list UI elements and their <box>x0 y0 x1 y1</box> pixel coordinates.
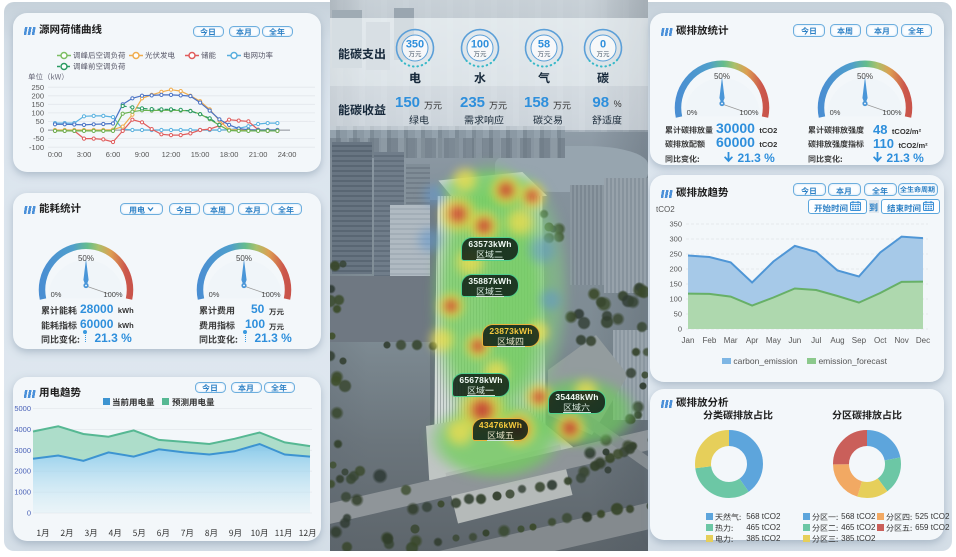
svg-text:0%: 0% <box>51 290 62 299</box>
svg-text:58: 58 <box>538 39 550 51</box>
svg-text:0: 0 <box>40 126 44 135</box>
svg-text:150: 150 <box>31 100 44 109</box>
svg-text:15:00: 15:00 <box>191 150 210 159</box>
svg-text:100%: 100% <box>739 108 759 117</box>
svg-text:200: 200 <box>31 91 44 100</box>
svg-text:200: 200 <box>669 265 682 274</box>
svg-text:Jun: Jun <box>788 336 801 345</box>
svg-text:Dec: Dec <box>916 336 930 345</box>
svg-text:Nov: Nov <box>894 336 908 345</box>
svg-text:50: 50 <box>674 310 682 319</box>
svg-text:0:00: 0:00 <box>48 150 63 159</box>
svg-text:50%: 50% <box>714 72 730 81</box>
svg-text:300: 300 <box>669 235 682 244</box>
svg-text:24:00: 24:00 <box>278 150 297 159</box>
svg-text:50%: 50% <box>78 254 94 263</box>
svg-text:100%: 100% <box>882 108 902 117</box>
svg-text:5000: 5000 <box>14 404 31 413</box>
svg-text:Mar: Mar <box>724 336 738 345</box>
svg-text:Aug: Aug <box>830 336 844 345</box>
svg-text:250: 250 <box>669 250 682 259</box>
svg-text:18:00: 18:00 <box>220 150 239 159</box>
svg-text:Oct: Oct <box>874 336 887 345</box>
svg-text:3:00: 3:00 <box>77 150 92 159</box>
svg-text:100: 100 <box>669 295 682 304</box>
svg-text:21:00: 21:00 <box>249 150 268 159</box>
svg-text:0: 0 <box>600 39 606 51</box>
svg-text:350: 350 <box>406 39 424 51</box>
svg-text:350: 350 <box>669 220 682 229</box>
svg-text:1000: 1000 <box>14 488 31 497</box>
svg-text:4000: 4000 <box>14 425 31 434</box>
svg-text:12:00: 12:00 <box>162 150 181 159</box>
svg-text:100: 100 <box>31 109 44 118</box>
svg-text:2000: 2000 <box>14 467 31 476</box>
svg-text:-50: -50 <box>33 134 44 143</box>
svg-text:50%: 50% <box>857 72 873 81</box>
svg-text:0: 0 <box>678 325 682 334</box>
svg-text:100%: 100% <box>261 290 281 299</box>
svg-text:0: 0 <box>27 509 31 518</box>
svg-text:0%: 0% <box>209 290 220 299</box>
svg-text:50: 50 <box>36 117 44 126</box>
svg-text:Apr: Apr <box>746 336 759 345</box>
svg-text:100%: 100% <box>103 290 123 299</box>
svg-text:-100: -100 <box>29 143 44 152</box>
svg-text:Jan: Jan <box>682 336 695 345</box>
svg-text:50%: 50% <box>236 254 252 263</box>
svg-text:0%: 0% <box>687 108 698 117</box>
svg-text:9:00: 9:00 <box>135 150 150 159</box>
svg-text:6:00: 6:00 <box>106 150 121 159</box>
svg-text:Sep: Sep <box>852 336 867 345</box>
svg-text:May: May <box>766 336 781 345</box>
svg-text:3000: 3000 <box>14 446 31 455</box>
svg-text:Jul: Jul <box>811 336 821 345</box>
svg-text:Feb: Feb <box>703 336 717 345</box>
svg-text:150: 150 <box>669 280 682 289</box>
svg-text:0%: 0% <box>830 108 841 117</box>
svg-text:100: 100 <box>471 39 489 51</box>
svg-text:250: 250 <box>31 83 44 92</box>
